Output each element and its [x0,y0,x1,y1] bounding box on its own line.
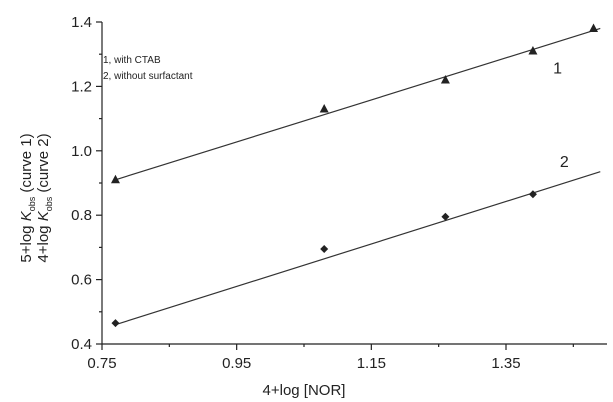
y-ticks: 0.4 0.6 0.8 1.0 1.2 1.4 [71,14,102,353]
y-tick-label: 1.4 [71,14,92,31]
x-axis-label: 4+log [NOR] [263,382,346,399]
x-tick-label: 0.95 [222,355,251,372]
legend-entry-2: 2, without surfactant [103,71,193,82]
data-point-series-2 [320,245,329,254]
curve-label-1: 1 [553,61,562,78]
x-tick-label: 1.15 [357,355,386,372]
curve-label-2: 2 [560,154,569,171]
x-tick-label: 1.35 [491,355,520,372]
y-tick-label: 0.6 [71,272,92,289]
data-point-series-1 [440,74,450,84]
x-ticks: 0.75 0.95 1.15 1.35 [87,344,574,372]
y-tick-label: 1.2 [71,78,92,95]
y-tick-label: 1.0 [71,143,92,160]
fit-lines [115,27,601,326]
data-point-series-1 [528,45,538,55]
data-points [110,23,599,328]
y-axis-label-top: 5+log Kobs (curve 1) [18,133,37,262]
data-point-series-1 [589,23,599,32]
legend: 1, with CTAB 2, without surfactant [103,55,193,82]
data-point-series-2 [528,190,537,199]
y-tick-label: 0.4 [71,336,92,353]
fit-line-1 [115,27,601,181]
curve-labels: 12 [553,61,569,171]
x-tick-label: 0.75 [87,355,116,372]
fit-line-2 [115,171,601,326]
y-axis-label-bottom: 4+log Kobs (curve 2) [35,133,54,262]
data-point-series-1 [110,174,120,184]
legend-entry-1: 1, with CTAB [103,55,161,66]
data-point-series-2 [111,319,120,328]
data-point-series-1 [319,103,329,113]
y-tick-label: 0.8 [71,207,92,224]
y-axis-label: 5+log Kobs (curve 1) 4+log Kobs (curve 2… [18,133,54,262]
data-point-series-2 [441,212,450,221]
